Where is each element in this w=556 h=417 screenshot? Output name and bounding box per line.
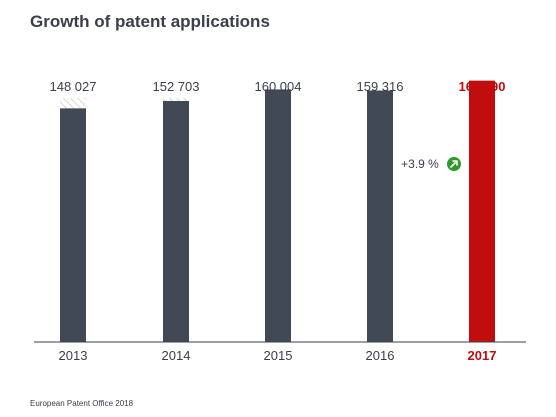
category-label-2016: 2016 <box>366 348 395 363</box>
bar-2016 <box>367 91 393 342</box>
category-label-2013: 2013 <box>59 348 88 363</box>
growth-annotation: +3.9 % <box>401 157 439 171</box>
value-label-2016: 159 316 <box>357 79 404 94</box>
category-label-2015: 2015 <box>264 348 293 363</box>
value-label-2013: 148 027 <box>50 79 97 94</box>
value-label-2014: 152 703 <box>153 79 200 94</box>
value-label-2017: 165 590 <box>459 79 506 94</box>
bar-2015 <box>265 89 291 342</box>
up-right-arrow-icon <box>447 157 461 171</box>
value-label-2015: 160 004 <box>255 79 302 94</box>
bar-2017 <box>469 81 495 342</box>
bar-2013 <box>60 108 86 342</box>
category-label-2017: 2017 <box>468 348 497 363</box>
bar-hatch-2014 <box>163 98 189 101</box>
category-label-2014: 2014 <box>162 348 191 363</box>
source-note: European Patent Office 2018 <box>30 399 133 408</box>
bar-2014 <box>163 101 189 342</box>
bar-hatch-2013 <box>60 98 86 108</box>
